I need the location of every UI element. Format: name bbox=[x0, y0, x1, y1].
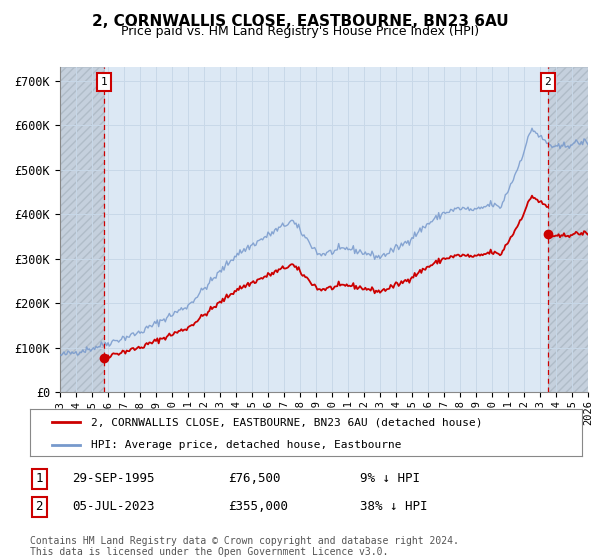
Text: 38% ↓ HPI: 38% ↓ HPI bbox=[360, 500, 427, 514]
Text: 2, CORNWALLIS CLOSE, EASTBOURNE, BN23 6AU (detached house): 2, CORNWALLIS CLOSE, EASTBOURNE, BN23 6A… bbox=[91, 417, 482, 427]
Text: 2, CORNWALLIS CLOSE, EASTBOURNE, BN23 6AU: 2, CORNWALLIS CLOSE, EASTBOURNE, BN23 6A… bbox=[92, 14, 508, 29]
Text: £76,500: £76,500 bbox=[228, 472, 281, 486]
Text: HPI: Average price, detached house, Eastbourne: HPI: Average price, detached house, East… bbox=[91, 440, 401, 450]
Text: 2: 2 bbox=[35, 500, 43, 514]
Text: Contains HM Land Registry data © Crown copyright and database right 2024.
This d: Contains HM Land Registry data © Crown c… bbox=[30, 535, 459, 557]
Text: 9% ↓ HPI: 9% ↓ HPI bbox=[360, 472, 420, 486]
Text: 1: 1 bbox=[101, 77, 107, 87]
Bar bbox=[60, 67, 104, 392]
Text: 2: 2 bbox=[545, 77, 551, 87]
Text: £355,000: £355,000 bbox=[228, 500, 288, 514]
Text: 05-JUL-2023: 05-JUL-2023 bbox=[72, 500, 155, 514]
Bar bbox=[548, 67, 588, 392]
Text: Price paid vs. HM Land Registry's House Price Index (HPI): Price paid vs. HM Land Registry's House … bbox=[121, 25, 479, 38]
Text: 29-SEP-1995: 29-SEP-1995 bbox=[72, 472, 155, 486]
Text: 1: 1 bbox=[35, 472, 43, 486]
